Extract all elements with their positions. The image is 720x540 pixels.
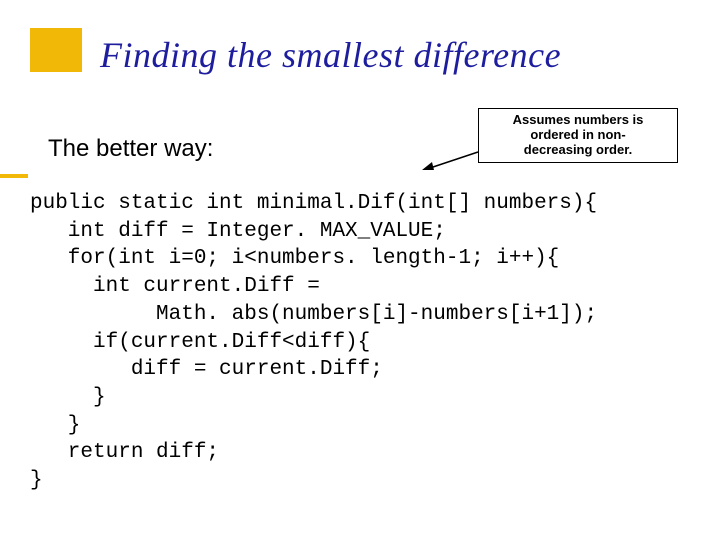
code-line: public static int minimal.Dif(int[] numb…: [30, 192, 597, 215]
callout-box: Assumes numbers is ordered in non- decre…: [478, 108, 678, 163]
code-line: if(current.Diff<diff){: [30, 331, 370, 354]
code-line: int diff = Integer. MAX_VALUE;: [30, 220, 446, 243]
code-line: }: [30, 414, 80, 437]
code-line: diff = current.Diff;: [30, 358, 383, 381]
code-line: for(int i=0; i<numbers. length-1; i++){: [30, 247, 559, 270]
callout-arrow: [420, 148, 480, 172]
accent-square: [30, 28, 82, 72]
code-line: int current.Diff =: [30, 275, 320, 298]
code-line: return diff;: [30, 441, 219, 464]
callout-line-2: ordered in non-: [530, 127, 625, 142]
callout-line-3: decreasing order.: [524, 142, 632, 157]
code-block: public static int minimal.Dif(int[] numb…: [30, 190, 597, 495]
code-line: Math. abs(numbers[i]-numbers[i+1]);: [30, 303, 597, 326]
slide-subtitle: The better way:: [48, 135, 213, 163]
callout-line-1: Assumes numbers is: [513, 112, 644, 127]
code-line: }: [30, 386, 106, 409]
accent-bar: [0, 174, 28, 178]
code-line: }: [30, 469, 43, 492]
slide-title: Finding the smallest difference: [100, 34, 561, 76]
